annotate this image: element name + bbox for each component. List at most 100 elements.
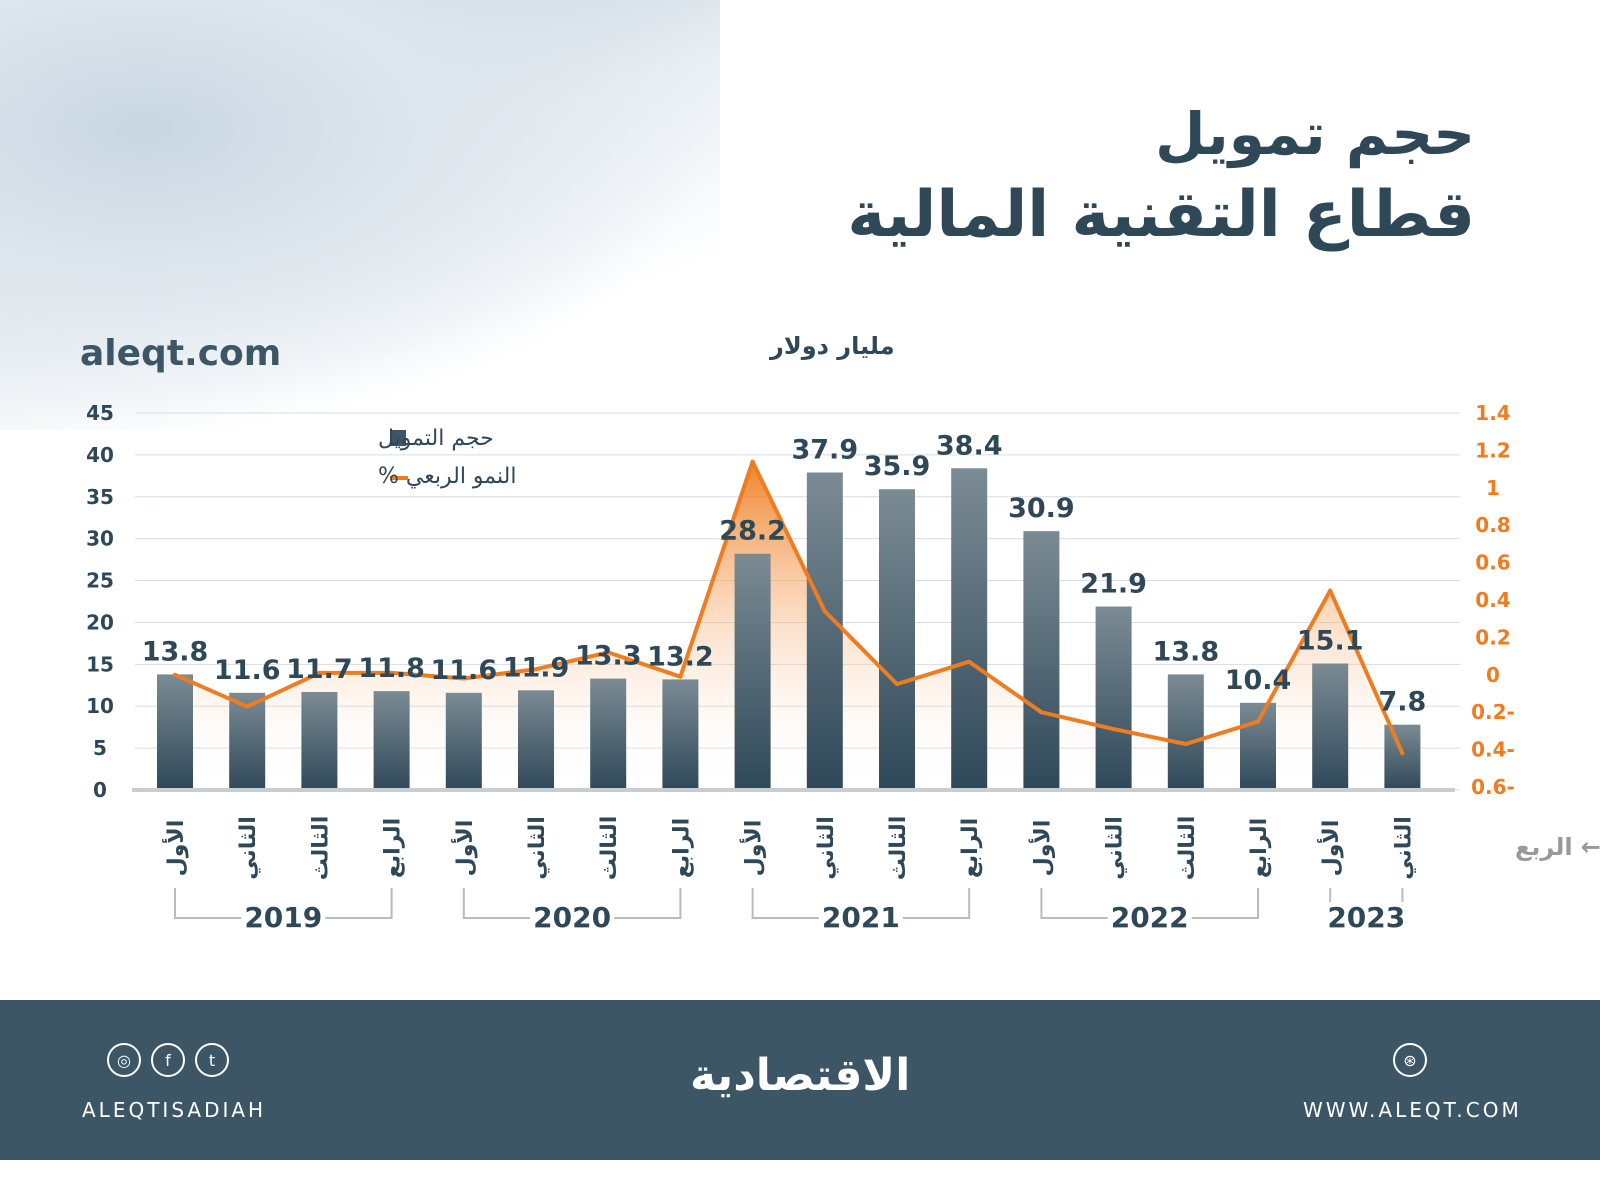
bar-value-label: 11.7: [286, 654, 353, 685]
site-label: aleqt.com: [80, 333, 282, 374]
y2-tick-label: 0.6: [1475, 551, 1510, 575]
bar-value-label: 28.2: [719, 516, 786, 547]
website-link[interactable]: WWW.ALEQT.COM: [1303, 1098, 1522, 1122]
bar-value-label: 15.1: [1297, 625, 1364, 656]
x-tick-label: الأول: [739, 820, 767, 877]
x-axis-title: ← الربع: [1515, 833, 1600, 861]
year-label: 2022: [1111, 901, 1189, 934]
year-label-bg: [1324, 902, 1409, 932]
y2-tick-label: 0.4-: [1471, 738, 1515, 762]
bar-value-label: 35.9: [864, 451, 931, 482]
bar: [879, 489, 915, 790]
x-tick-label: الثاني: [236, 816, 261, 880]
y2-tick-label: 0.6-: [1471, 775, 1515, 799]
x-tick-label: الأول: [1316, 820, 1344, 877]
y2-tick-label: 0.8: [1475, 513, 1510, 537]
instagram-icon[interactable]: ◎: [107, 1043, 141, 1077]
x-tick-label: الأول: [161, 820, 189, 877]
bar: [518, 690, 554, 790]
bar: [1384, 724, 1421, 790]
bar-value-label: 13.8: [142, 636, 209, 667]
bar-value-label: 11.6: [214, 655, 281, 686]
y-tick-label: 30: [86, 527, 114, 551]
growth-point: [173, 672, 177, 677]
dribbble-icon[interactable]: ⊛: [1393, 1043, 1427, 1077]
footer: [0, 1000, 1600, 1160]
legend-line-label: النمو الربعي %: [378, 464, 516, 489]
bar: [301, 691, 338, 790]
growth-point: [678, 674, 683, 679]
y-tick-label: 45: [86, 401, 114, 425]
growth-point: [1039, 710, 1044, 715]
facebook-icon[interactable]: f: [151, 1043, 185, 1077]
growth-point: [967, 659, 972, 664]
social-handle: ALEQTISADIAH: [82, 1098, 267, 1122]
bar: [373, 691, 410, 790]
growth-point: [1400, 751, 1405, 756]
bar-value-label: 30.9: [1008, 493, 1075, 524]
y2-tick-label: 1.4: [1475, 401, 1510, 425]
year-label: 2020: [533, 901, 611, 934]
y-tick-label: 20: [86, 610, 114, 634]
bar-value-label: 21.9: [1080, 569, 1147, 600]
title-line1: حجم تمويل: [1155, 100, 1475, 168]
legend-bar-swatch: [390, 430, 406, 446]
bar: [1312, 663, 1349, 790]
x-tick-label: الرابع: [669, 818, 694, 878]
y-tick-label: 25: [86, 569, 114, 593]
year-label: 2023: [1327, 901, 1405, 934]
bar: [590, 678, 627, 790]
y2-tick-label: 1: [1486, 476, 1500, 500]
title-line2: قطاع التقنية المالية: [847, 178, 1475, 252]
year-label-bg: [1107, 902, 1192, 932]
bar: [229, 692, 266, 790]
bar-value-label: 11.8: [358, 653, 425, 684]
x-tick-label: الثالث: [597, 816, 622, 881]
year-label: 2019: [244, 901, 322, 934]
bar: [445, 692, 482, 790]
x-tick-label: الرابع: [381, 818, 406, 878]
unit-label: مليار دولار: [770, 332, 895, 360]
x-tick-label: الثاني: [814, 816, 839, 880]
x-tick-label: الأول: [1027, 820, 1055, 877]
bar-value-label: 13.2: [647, 641, 714, 672]
y-tick-label: 40: [86, 443, 114, 467]
bar: [806, 472, 843, 790]
y2-tick-label: 0.2: [1475, 625, 1510, 649]
y2-tick-label: 0.2-: [1471, 700, 1515, 724]
legend-bar-label: حجم التمويل: [378, 426, 494, 451]
x-tick-label: الرابع: [958, 818, 983, 878]
bar-value-label: 13.3: [575, 641, 642, 672]
growth-point: [461, 676, 466, 681]
y-tick-label: 35: [86, 485, 114, 509]
bar: [1023, 531, 1060, 790]
x-tick-label: الثالث: [1175, 816, 1200, 881]
growth-point: [1256, 719, 1260, 724]
x-tick-label: الثالث: [886, 816, 911, 881]
bar-value-label: 7.8: [1378, 687, 1426, 718]
growth-point: [1111, 727, 1116, 732]
twitter-icon[interactable]: t: [195, 1043, 229, 1077]
year-label-bg: [241, 902, 326, 932]
bar: [734, 553, 771, 790]
bar: [662, 679, 699, 790]
growth-point: [317, 670, 322, 675]
bar: [1240, 702, 1276, 790]
bar-value-label: 10.4: [1225, 665, 1292, 696]
year-label-bg: [818, 902, 903, 932]
growth-point: [1183, 741, 1188, 746]
bar-value-label: 11.6: [430, 655, 497, 686]
bar-value-label: 13.8: [1152, 636, 1219, 667]
year-label-bg: [530, 902, 615, 932]
y-tick-label: 5: [93, 736, 107, 760]
growth-point: [895, 682, 899, 687]
growth-point: [1328, 588, 1333, 593]
x-tick-label: الثاني: [1103, 816, 1128, 880]
growth-point: [389, 670, 394, 675]
growth-point: [534, 667, 538, 672]
bar: [951, 468, 988, 790]
y-tick-label: 15: [86, 652, 114, 676]
x-tick-label: الأول: [450, 820, 478, 877]
growth-point: [606, 650, 611, 655]
legend-line-swatch: [390, 476, 408, 480]
